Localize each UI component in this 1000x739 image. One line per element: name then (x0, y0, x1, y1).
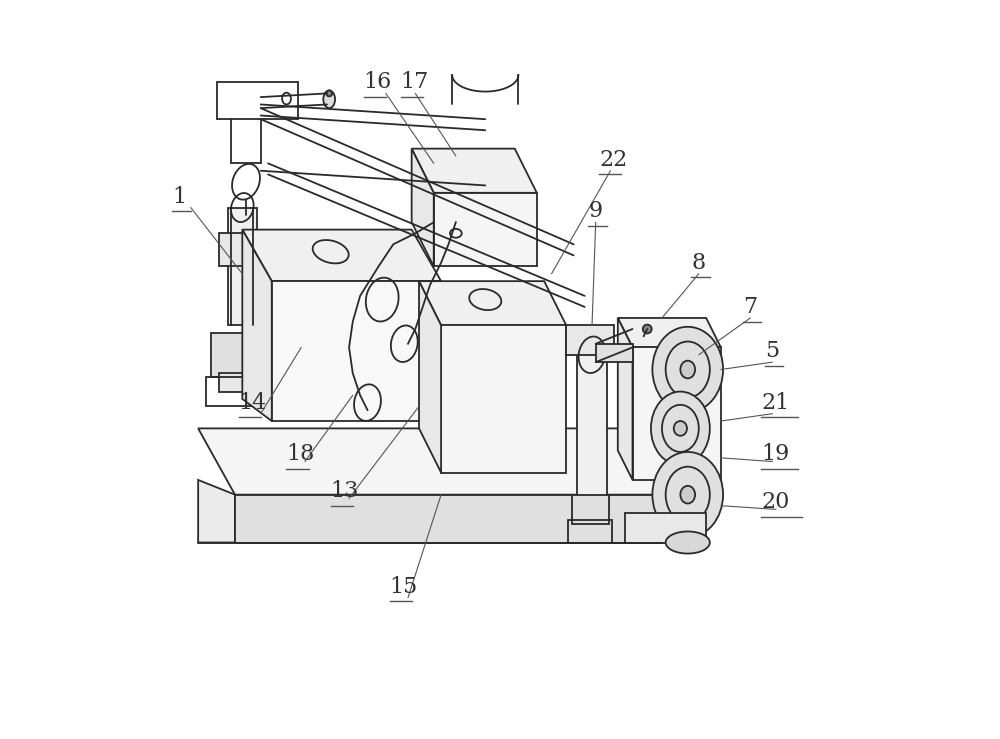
Text: 15: 15 (390, 576, 418, 598)
Ellipse shape (323, 90, 335, 108)
Bar (219, 373, 263, 392)
Ellipse shape (652, 452, 723, 537)
Polygon shape (633, 347, 721, 480)
Ellipse shape (643, 324, 652, 333)
Bar (577, 340, 607, 502)
Text: 18: 18 (286, 443, 315, 466)
Text: 17: 17 (401, 72, 429, 93)
Text: 5: 5 (765, 340, 779, 362)
Polygon shape (242, 230, 441, 281)
Bar (568, 520, 612, 542)
Polygon shape (412, 149, 434, 267)
Bar (206, 377, 272, 406)
Ellipse shape (680, 361, 695, 378)
Bar (596, 344, 633, 362)
Ellipse shape (326, 90, 332, 96)
Ellipse shape (651, 392, 710, 466)
Text: 22: 22 (599, 149, 628, 171)
Bar (211, 333, 270, 377)
Polygon shape (198, 480, 235, 542)
Bar (566, 325, 614, 355)
Polygon shape (235, 494, 662, 542)
Bar (572, 494, 609, 524)
Polygon shape (434, 193, 537, 267)
Polygon shape (242, 230, 272, 421)
Ellipse shape (652, 327, 723, 412)
Text: 7: 7 (743, 296, 757, 318)
Polygon shape (412, 149, 537, 193)
Text: 8: 8 (691, 252, 706, 273)
Text: 14: 14 (239, 392, 267, 414)
Ellipse shape (680, 486, 695, 503)
Text: 20: 20 (761, 491, 790, 513)
Bar (625, 513, 706, 542)
Bar (219, 234, 267, 267)
Ellipse shape (674, 421, 687, 436)
Text: 21: 21 (761, 392, 790, 414)
Polygon shape (272, 281, 441, 421)
Polygon shape (419, 281, 441, 472)
Polygon shape (198, 429, 662, 494)
Polygon shape (618, 318, 633, 480)
Text: 19: 19 (761, 443, 790, 466)
Text: 13: 13 (331, 480, 359, 502)
Text: 16: 16 (364, 72, 392, 93)
Text: 9: 9 (588, 200, 602, 222)
Text: 1: 1 (172, 185, 187, 208)
Polygon shape (618, 318, 721, 347)
Polygon shape (419, 281, 566, 325)
Ellipse shape (666, 531, 710, 554)
Bar (228, 208, 257, 325)
Polygon shape (441, 325, 566, 472)
